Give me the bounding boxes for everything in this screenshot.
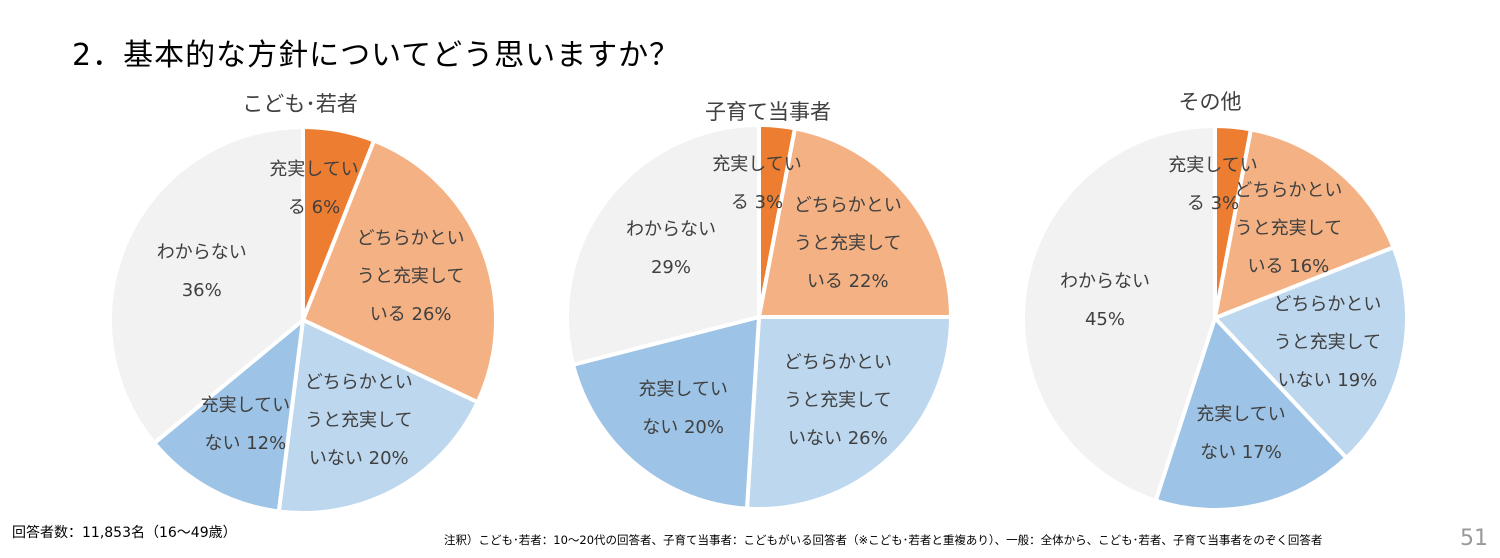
pie-slice [570,314,762,511]
slice-label: 充実している 6% [269,158,359,218]
pie-slice [1212,127,1397,322]
slice-label: わからない 36% [156,242,247,302]
respondent-count: 回答者数：11,853名（16～49歳） [12,525,237,541]
slice-label: 充実していない 20% [638,378,728,438]
pie-slice [1021,123,1217,504]
slice-label: 充実していない 17% [1196,404,1286,464]
pie-slice [300,137,498,405]
pie-slice [108,124,305,446]
page-number: 51 [1460,526,1488,551]
slice-label: 充実していない 12% [200,394,291,454]
slice-label: どちらかというと充実している 22% [793,194,902,292]
pie-slice [756,126,954,319]
slice-label: わからない 29% [626,218,716,278]
chart-title-youth: こども･若者 [242,92,358,116]
slice-label: どちらかというと充実している 26% [356,228,465,326]
slice-label: どちらかというと充実していない 19% [1273,294,1382,392]
chart-title-other: その他 [1178,90,1242,114]
slice-label: 充実している 3% [712,154,802,214]
slice-label: わからない 45% [1060,270,1150,330]
slice-label: どちらかというと充実していない 20% [304,372,413,470]
slice-label: どちらかというと充実していない 26% [783,351,892,449]
pie-slice [1211,244,1409,461]
pie-slice [565,122,761,368]
pie-slice [744,315,954,511]
pie-slice [276,317,481,515]
slice-label: 充実している 3% [1168,155,1258,215]
chart-title-parents: 子育て当事者 [705,100,831,124]
page-title: 2．基本的な方針についてどう思いますか？ [72,38,681,73]
pie-slice [151,315,306,514]
footnote: 注釈）こども･若者：10～20代の回答者、子育て当事者：こどもがいる回答者（※こ… [444,533,1323,547]
pie-slice [1153,314,1350,512]
slice-label: どちらかというと充実している 16% [1234,180,1343,278]
